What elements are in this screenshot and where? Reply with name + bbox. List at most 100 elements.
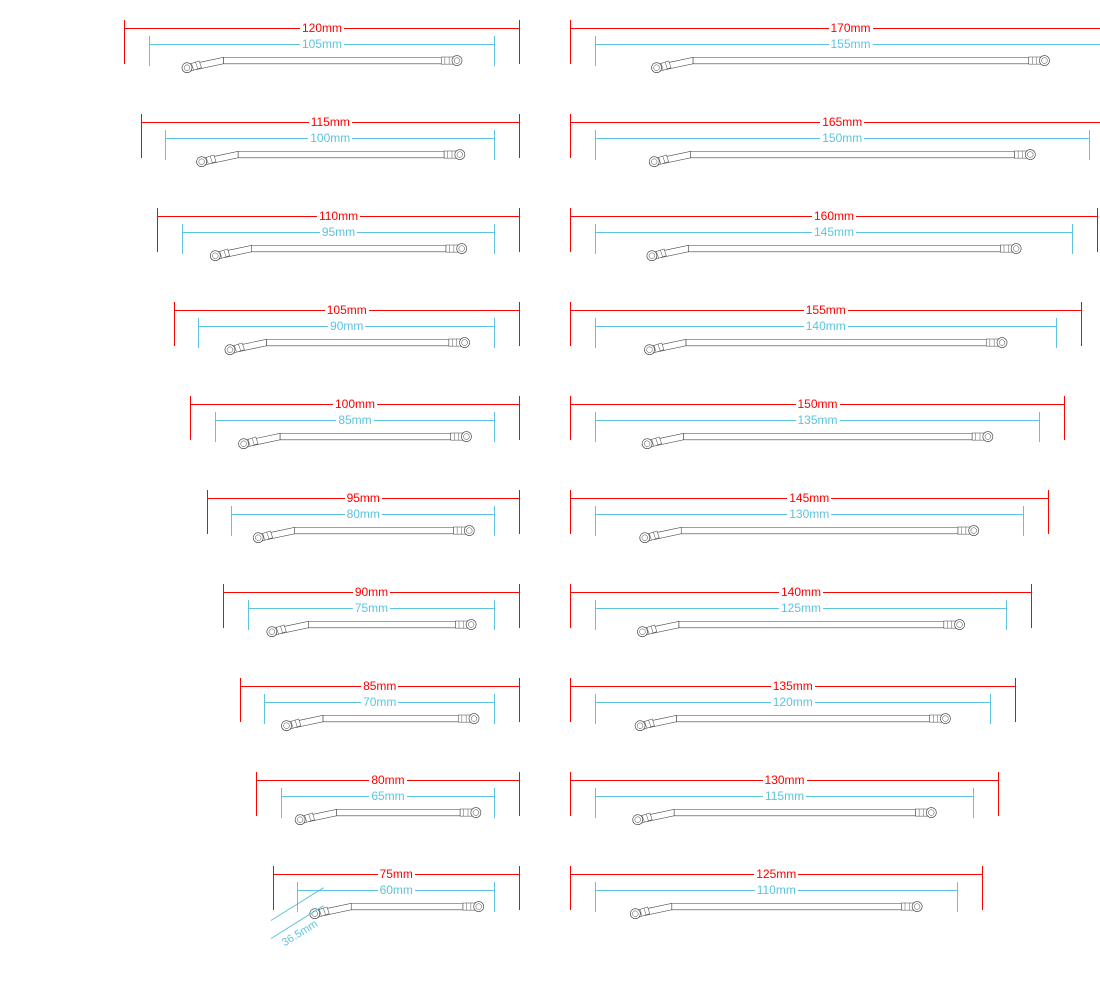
- dimension-inner-label: 65mm: [369, 789, 406, 803]
- dimension-inner-label: 60mm: [378, 883, 415, 897]
- dimension-inner: 135mm: [595, 412, 1041, 428]
- dimension-outer: 85mm: [240, 678, 521, 694]
- dimension-inner-label: 95mm: [320, 225, 357, 239]
- dimension-inner-label: 135mm: [796, 413, 840, 427]
- dimension-outer-label: 95mm: [345, 491, 382, 505]
- dimension-outer-label: 140mm: [779, 585, 823, 599]
- dimension-inner-label: 120mm: [771, 695, 815, 709]
- dimension-inner: 105mm: [149, 36, 496, 52]
- dimension-inner: 75mm: [248, 600, 496, 616]
- rod-150: 150mm 135mm: [560, 396, 1090, 468]
- dimension-outer-label: 145mm: [787, 491, 831, 505]
- diagram-columns: 120mm105mm115mm100mm110mm95mm105mm90mm10…: [0, 0, 1100, 978]
- rod-165: 165mm 150mm: [560, 114, 1090, 186]
- column-left: 120mm105mm115mm100mm110mm95mm105mm90mm10…: [10, 20, 540, 958]
- rod-105: 105mm 90mm: [10, 302, 540, 374]
- rod-140: 140mm 125mm: [560, 584, 1090, 656]
- dimension-inner-label: 90mm: [328, 319, 365, 333]
- dimension-inner: 85mm: [215, 412, 496, 428]
- dimension-inner-label: 125mm: [779, 601, 823, 615]
- dimension-outer-label: 110mm: [317, 209, 360, 223]
- dimension-outer-label: 120mm: [300, 21, 344, 35]
- dimension-outer: 155mm: [570, 302, 1082, 318]
- dimension-inner: 120mm: [595, 694, 991, 710]
- dimension-inner-label: 105mm: [300, 37, 344, 51]
- dimension-outer: 120mm: [124, 20, 520, 36]
- dimension-outer: 170mm: [570, 20, 1100, 36]
- dimension-outer: 130mm: [570, 772, 999, 788]
- dimension-outer: 105mm: [174, 302, 521, 318]
- dimension-inner-label: 130mm: [787, 507, 831, 521]
- dimension-inner: 130mm: [595, 506, 1024, 522]
- dimension-inner: 140mm: [595, 318, 1057, 334]
- dimension-inner: 110mm: [595, 882, 958, 898]
- dimension-outer: 165mm: [570, 114, 1100, 130]
- dimension-inner: 150mm: [595, 130, 1090, 146]
- dimension-outer: 110mm: [157, 208, 520, 224]
- dimension-outer-label: 85mm: [361, 679, 398, 693]
- dimension-outer: 140mm: [570, 584, 1032, 600]
- dimension-outer-label: 115mm: [309, 115, 352, 129]
- rod-125: 125mm 110mm: [560, 866, 1090, 938]
- dimension-outer: 145mm: [570, 490, 1049, 506]
- dimension-inner: 100mm: [165, 130, 495, 146]
- dimension-inner-label: 70mm: [361, 695, 398, 709]
- dimension-outer: 135mm: [570, 678, 1016, 694]
- rod-155: 155mm 140mm: [560, 302, 1090, 374]
- dimension-inner: 125mm: [595, 600, 1008, 616]
- dimension-inner-label: 80mm: [345, 507, 382, 521]
- dimension-outer: 80mm: [256, 772, 520, 788]
- dimension-inner: 90mm: [198, 318, 495, 334]
- dimension-outer-label: 105mm: [325, 303, 369, 317]
- rod-85: 85mm 70mm: [10, 678, 540, 750]
- dimension-inner-label: 155mm: [829, 37, 873, 51]
- dimension-outer: 100mm: [190, 396, 520, 412]
- dimension-outer-label: 125mm: [754, 867, 798, 881]
- dimension-outer-label: 90mm: [353, 585, 390, 599]
- dimension-inner-label: 150mm: [820, 131, 864, 145]
- dimension-outer-label: 165mm: [820, 115, 864, 129]
- dimension-outer: 90mm: [223, 584, 520, 600]
- rod-135: 135mm 120mm: [560, 678, 1090, 750]
- dimension-inner: 95mm: [182, 224, 496, 240]
- dimension-inner-label: 100mm: [308, 131, 352, 145]
- dimension-outer-label: 150mm: [796, 397, 840, 411]
- dimension-outer-label: 160mm: [812, 209, 856, 223]
- dimension-inner-label: 115mm: [763, 789, 806, 803]
- dimension-outer: 150mm: [570, 396, 1065, 412]
- dimension-inner-label: 145mm: [812, 225, 856, 239]
- dimension-inner: 80mm: [231, 506, 495, 522]
- rod-110: 110mm 95mm: [10, 208, 540, 280]
- dimension-outer: 115mm: [141, 114, 521, 130]
- rod-145: 145mm 130mm: [560, 490, 1090, 562]
- rod-80: 80mm 65mm: [10, 772, 540, 844]
- dimension-outer-label: 155mm: [804, 303, 848, 317]
- dimension-outer-label: 100mm: [333, 397, 377, 411]
- rod-120: 120mm 105mm: [10, 20, 540, 92]
- dimension-inner-label: 140mm: [804, 319, 848, 333]
- dimension-inner: 70mm: [264, 694, 495, 710]
- rod-90: 90mm 75mm: [10, 584, 540, 656]
- dimension-inner-label: 85mm: [336, 413, 373, 427]
- dimension-inner: 65mm: [281, 788, 496, 804]
- dimension-outer: 125mm: [570, 866, 983, 882]
- dimension-inner: 145mm: [595, 224, 1074, 240]
- rod-170: 170mm 155mm: [560, 20, 1090, 92]
- dimension-inner: 115mm: [595, 788, 975, 804]
- dimension-outer: 160mm: [570, 208, 1098, 224]
- dimension-outer-label: 170mm: [829, 21, 873, 35]
- dimension-outer-label: 75mm: [378, 867, 415, 881]
- rod-95: 95mm 80mm: [10, 490, 540, 562]
- dimension-outer: 75mm: [273, 866, 521, 882]
- dimension-inner-label: 75mm: [353, 601, 390, 615]
- dimension-inner: 60mm: [297, 882, 495, 898]
- dimension-outer-label: 80mm: [369, 773, 406, 787]
- rod-100: 100mm 85mm: [10, 396, 540, 468]
- rod-130: 130mm 115mm: [560, 772, 1090, 844]
- dimension-inner: 155mm: [595, 36, 1100, 52]
- dimension-outer: 95mm: [207, 490, 521, 506]
- dimension-inner-label: 110mm: [755, 883, 798, 897]
- column-right: 170mm 155mm 165mm 150mm 160mm 145mm 155mm 140mm…: [560, 20, 1090, 958]
- dimension-outer-label: 135mm: [771, 679, 815, 693]
- dimension-outer-label: 130mm: [763, 773, 807, 787]
